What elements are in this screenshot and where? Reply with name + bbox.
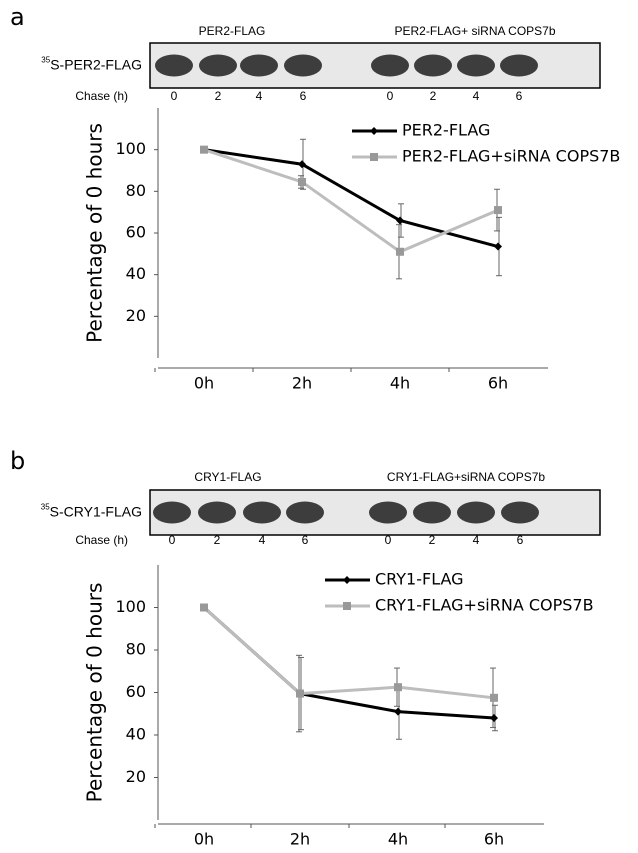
x-tick-label: 0h xyxy=(194,830,214,849)
data-point xyxy=(490,714,498,722)
x-tick-label: 4h xyxy=(388,830,408,849)
lane-label: 2 xyxy=(429,533,436,547)
lane-label: 0 xyxy=(387,89,394,103)
y-tick-label: 40 xyxy=(126,725,146,744)
panel-label: b xyxy=(10,447,25,475)
lane-label: 4 xyxy=(259,533,266,547)
blot-label-text: S-PER2-FLAG xyxy=(50,56,142,72)
legend-marker xyxy=(370,127,378,135)
lane-label: 2 xyxy=(214,533,221,547)
blot-band xyxy=(153,501,191,524)
blot-band xyxy=(501,501,539,524)
chase-label: Chase (h) xyxy=(75,89,128,103)
blot-label-superscript: 35 xyxy=(41,56,50,65)
x-tick-label: 6h xyxy=(484,830,504,849)
data-point xyxy=(394,683,402,692)
chase-label: Chase (h) xyxy=(75,533,128,547)
blot-band xyxy=(286,501,324,524)
data-point xyxy=(396,216,404,225)
blot-label: 35S-PER2-FLAG xyxy=(41,56,142,73)
y-tick-label: 80 xyxy=(126,640,146,659)
data-point xyxy=(200,145,208,154)
lane-label: 4 xyxy=(473,533,480,547)
x-tick-label: 2h xyxy=(292,374,312,393)
legend-label: CRY1-FLAG+siRNA COPS7B xyxy=(375,596,594,615)
blot-group-label: PER2-FLAG+ siRNA COPS7b xyxy=(394,24,555,38)
y-axis-label: Percentage of 0 hours xyxy=(83,583,107,803)
blot-band xyxy=(155,54,193,77)
panel-label: a xyxy=(10,3,25,31)
y-tick-label: 20 xyxy=(126,767,146,786)
lane-label: 0 xyxy=(171,89,178,103)
y-tick-label: 80 xyxy=(126,181,146,200)
blot-band xyxy=(414,54,452,77)
y-tick-label: 100 xyxy=(115,597,146,616)
series-line xyxy=(202,606,495,700)
legend-label: PER2-FLAG+siRNA COPS7B xyxy=(402,147,620,166)
blot-band xyxy=(243,501,281,524)
blot-band xyxy=(240,54,278,77)
series-line xyxy=(203,148,499,248)
blot-band xyxy=(284,54,322,77)
data-point xyxy=(490,693,498,702)
blot-band xyxy=(371,54,409,77)
blot-group-label: PER2-FLAG xyxy=(199,24,266,38)
y-tick-label: 40 xyxy=(126,264,146,283)
x-tick-label: 0h xyxy=(194,374,214,393)
blot-band xyxy=(199,54,237,77)
y-tick-label: 60 xyxy=(126,223,146,242)
data-point xyxy=(298,177,306,186)
series-line xyxy=(202,606,495,720)
blot-band xyxy=(457,501,495,524)
y-axis-label: Percentage of 0 hours xyxy=(83,123,107,343)
data-point xyxy=(396,247,404,256)
legend-label: PER2-FLAG xyxy=(402,121,490,140)
blot-label: 35S-CRY1-FLAG xyxy=(41,503,142,520)
blot-band xyxy=(457,54,495,77)
blot-group-label: CRY1-FLAG+siRNA COPS7b xyxy=(387,470,545,484)
lane-label: 2 xyxy=(215,89,222,103)
legend-marker xyxy=(370,153,378,161)
lane-label: 6 xyxy=(516,89,523,103)
legend-marker xyxy=(343,602,351,610)
lane-label: 6 xyxy=(517,533,524,547)
lane-label: 0 xyxy=(385,533,392,547)
lane-label: 4 xyxy=(256,89,263,103)
legend-label: CRY1-FLAG xyxy=(375,570,464,589)
lane-label: 6 xyxy=(300,89,307,103)
blot-band xyxy=(500,54,538,77)
blot-label-text: S-CRY1-FLAG xyxy=(50,503,142,519)
lane-label: 6 xyxy=(302,533,309,547)
series-line xyxy=(203,148,499,254)
blot-label-superscript: 35 xyxy=(41,503,50,512)
data-point xyxy=(494,242,502,251)
data-point xyxy=(394,707,402,716)
y-tick-label: 20 xyxy=(126,306,146,325)
lane-label: 0 xyxy=(169,533,176,547)
y-tick-label: 100 xyxy=(115,139,146,158)
data-point xyxy=(200,603,208,612)
legend-marker xyxy=(343,576,351,584)
x-tick-label: 6h xyxy=(488,374,508,393)
data-point xyxy=(296,689,304,698)
data-point xyxy=(494,206,502,215)
blot-group-label: CRY1-FLAG xyxy=(194,470,261,484)
blot-band xyxy=(198,501,236,524)
blot-band xyxy=(413,501,451,524)
data-point xyxy=(298,160,306,169)
blot-band xyxy=(369,501,407,524)
x-tick-label: 4h xyxy=(390,374,410,393)
lane-label: 4 xyxy=(473,89,480,103)
x-tick-label: 2h xyxy=(290,830,310,849)
lane-label: 2 xyxy=(430,89,437,103)
y-tick-label: 60 xyxy=(126,682,146,701)
